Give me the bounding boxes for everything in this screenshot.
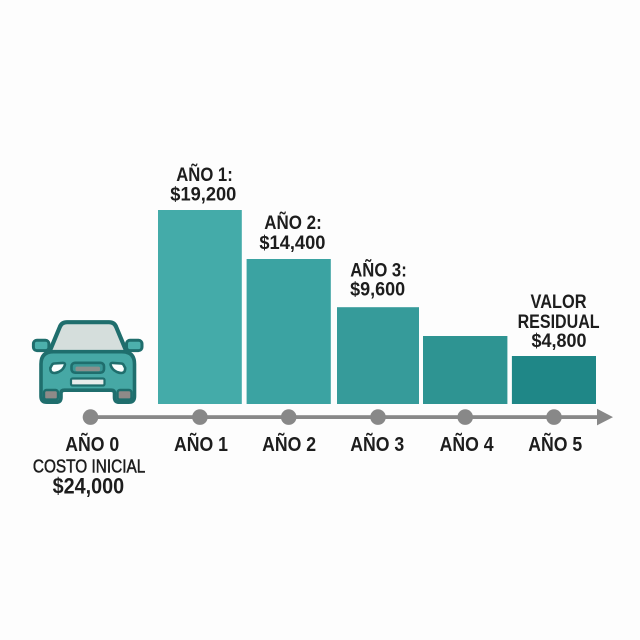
svg-text:COSTO INICIAL: COSTO INICIAL — [33, 455, 146, 476]
svg-text:$9,600: $9,600 — [350, 278, 405, 300]
svg-text:VALOR: VALOR — [531, 291, 587, 313]
svg-text:AÑO 1: AÑO 1 — [174, 433, 228, 456]
svg-text:$19,200: $19,200 — [170, 184, 236, 206]
svg-text:AÑO 2:: AÑO 2: — [264, 211, 322, 234]
svg-text:$24,000: $24,000 — [53, 473, 125, 498]
svg-text:AÑO 4: AÑO 4 — [440, 433, 495, 456]
svg-text:AÑO 1:: AÑO 1: — [176, 163, 233, 186]
svg-text:AÑO 2: AÑO 2 — [262, 433, 316, 456]
svg-text:AÑO 0: AÑO 0 — [65, 433, 119, 456]
svg-text:AÑO 3: AÑO 3 — [350, 433, 404, 456]
svg-text:$4,800: $4,800 — [532, 330, 587, 352]
svg-text:RESIDUAL: RESIDUAL — [518, 311, 600, 333]
svg-text:AÑO 5: AÑO 5 — [528, 433, 582, 456]
svg-text:AÑO 3:: AÑO 3: — [350, 259, 407, 282]
svg-text:$14,400: $14,400 — [259, 232, 325, 254]
